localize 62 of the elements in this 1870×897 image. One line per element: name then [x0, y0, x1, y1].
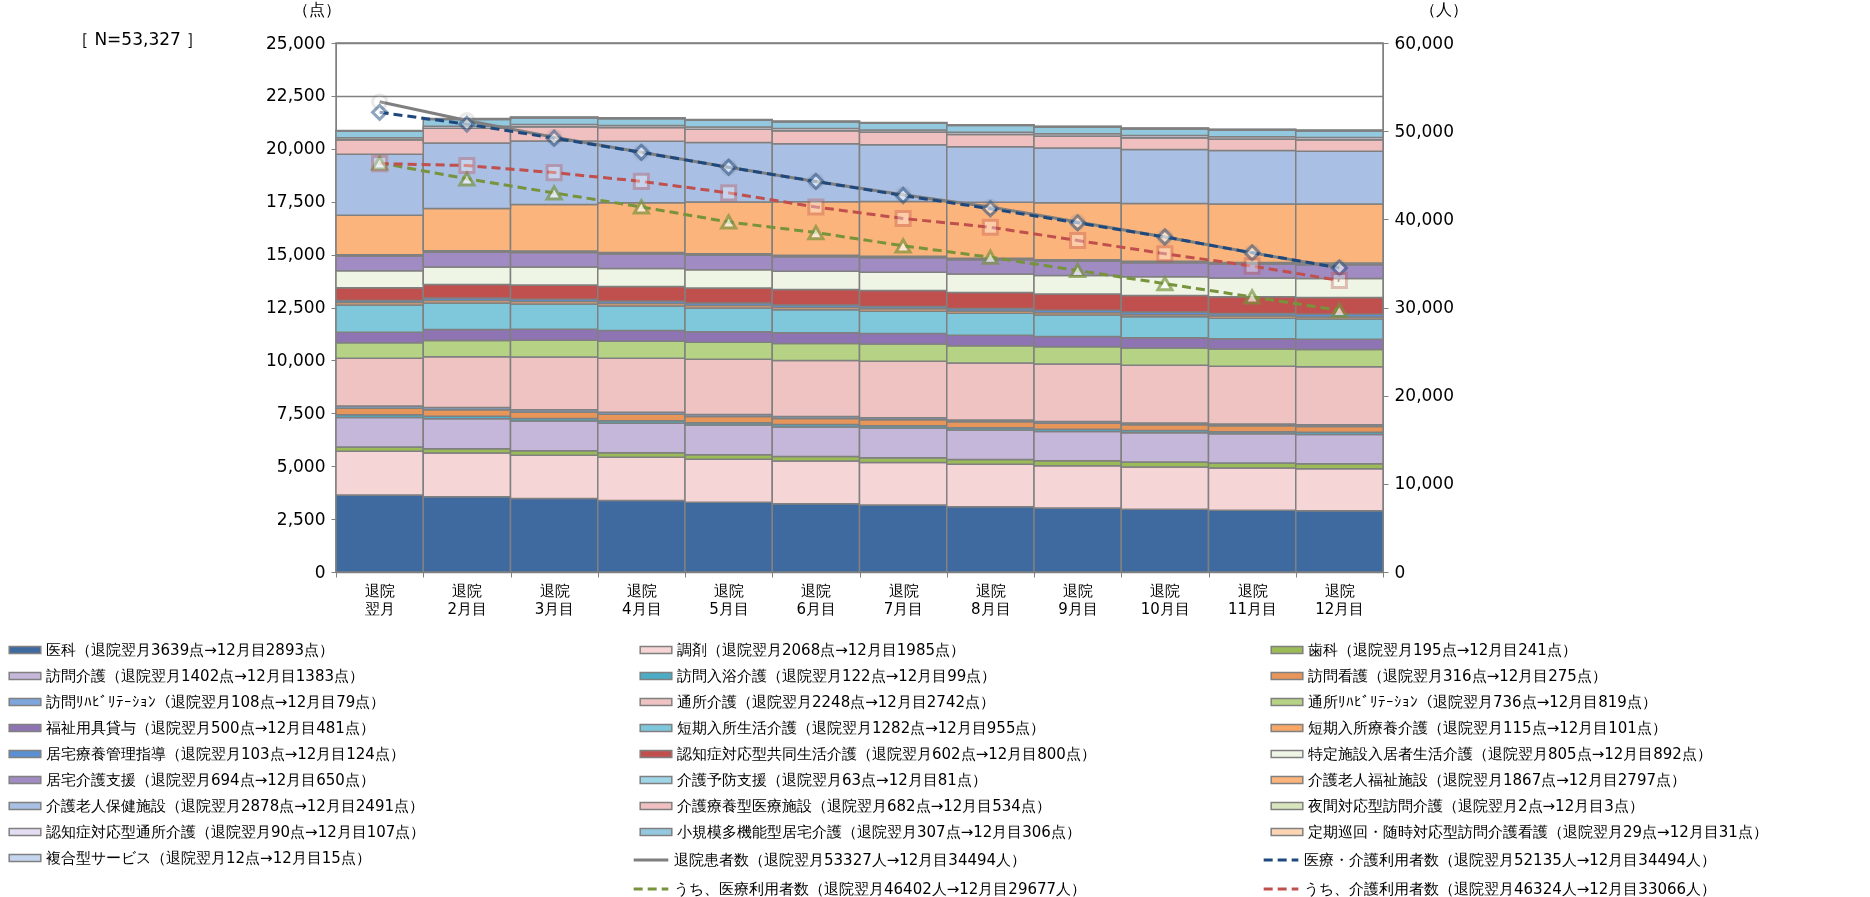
y2-tick-label: 30,000: [1394, 297, 1454, 317]
legend-label: うち、介護利用者数（退院翌月46324人→12月目33066人）: [1304, 880, 1717, 897]
y2-axis-title: （人）: [1419, 0, 1468, 19]
y2-tick-label: 10,000: [1394, 473, 1454, 494]
legend-label: 介護老人保健施設（退院翌月2878点→12月目2491点）: [46, 797, 425, 815]
y2-tick-label: 0: [1394, 561, 1406, 582]
y-tick-label: 5,000: [276, 455, 326, 476]
legend-label: 特定施設入居者生活介護（退院翌月805点→12月目892点）: [1308, 745, 1712, 763]
legend-label: うち、医療利用者数（退院翌月46402人→12月目29677人）: [674, 880, 1087, 897]
legend-label: 短期入所生活介護（退院翌月1282点→12月目955点）: [677, 719, 1046, 737]
legend-label: 定期巡回・随時対応型訪問介護看護（退院翌月29点→12月目31点）: [1308, 823, 1768, 841]
legend-label: 居宅療養管理指導（退院翌月103点→12月目124点）: [46, 745, 405, 763]
x-tick-label: 退院2月目: [447, 581, 488, 618]
legend-label: 訪問ﾘﾊﾋﾞﾘﾃｰｼｮﾝ（退院翌月108点→12月目79点）: [46, 693, 386, 711]
x-tick-label: 退院6月目: [796, 581, 837, 618]
y-tick-label: 12,500: [266, 297, 326, 317]
legend-label: 福祉用具貸与（退院翌月500点→12月目481点）: [46, 719, 375, 737]
legend-label: 認知症対応型共同生活介護（退院翌月602点→12月目800点）: [677, 745, 1096, 763]
y2-tick-label: 50,000: [1394, 120, 1454, 141]
legend-label: 介護療養型医療施設（退院翌月682点→12月目534点）: [677, 797, 1051, 815]
x-tick-label: 退院10月目: [1140, 581, 1190, 618]
legend-label: 夜間対応型訪問介護（退院翌月2点→12月目3点）: [1308, 797, 1644, 815]
x-tick-label: 退院11月目: [1228, 581, 1278, 618]
legend-label: 短期入所療養介護（退院翌月115点→12月目101点）: [1308, 719, 1667, 737]
y-tick-label: 25,000: [266, 32, 326, 53]
y2-tick-label: 40,000: [1394, 208, 1454, 229]
y-tick-label: 10,000: [266, 349, 326, 370]
legend-label: 訪問看護（退院翌月316点→12月目275点）: [1308, 667, 1607, 685]
y2-tick-label: 20,000: [1394, 385, 1454, 406]
x-tick-label: 退院12月目: [1315, 581, 1365, 618]
y-axis-title: （点）: [292, 0, 341, 19]
legend-label: 通所介護（退院翌月2248点→12月目2742点）: [677, 693, 996, 711]
legend-label: 小規模多機能型居宅介護（退院翌月307点→12月目306点）: [677, 823, 1081, 841]
y-tick-label: 0: [314, 561, 326, 582]
y-tick-label: 22,500: [266, 85, 326, 106]
legend-label: 介護予防支援（退院翌月63点→12月目81点）: [677, 771, 987, 789]
legend-label: 介護老人福祉施設（退院翌月1867点→12月目2797点）: [1308, 771, 1687, 789]
x-tick-label: 退院3月目: [534, 581, 575, 618]
text: ［ N=53,327 ］: [72, 28, 204, 51]
x-tick-label: 退院7月目: [883, 581, 924, 618]
x-tick-label: 退院8月目: [971, 581, 1011, 618]
legend-label: 複合型サービス（退院翌月12点→12月目15点）: [46, 849, 371, 867]
legend-label: 医科（退院翌月3639点→12月目2893点）: [46, 641, 335, 659]
legend-label: 訪問入浴介護（退院翌月122点→12月目99点）: [677, 667, 997, 685]
legend-label: 歯科（退院翌月195点→12月目241点）: [1308, 641, 1577, 659]
y2-tick-label: 60,000: [1394, 32, 1454, 53]
x-tick-label: 退院4月目: [622, 581, 662, 618]
y-tick-label: 15,000: [266, 244, 326, 265]
legend-label: 通所ﾘﾊﾋﾞﾘﾃｰｼｮﾝ（退院翌月736点→12月目819点）: [1308, 693, 1657, 711]
y-tick-label: 20,000: [266, 138, 326, 159]
legend-label: 居宅介護支援（退院翌月694点→12月目650点）: [46, 771, 375, 789]
legend-label: 認知症対応型通所介護（退院翌月90点→12月目107点）: [46, 823, 426, 841]
y-tick-label: 2,500: [276, 508, 326, 529]
legend-label: 医療・介護利用者数（退院翌月52135人→12月目34494人）: [1304, 851, 1717, 869]
x-tick-label: 退院5月目: [709, 581, 749, 618]
x-tick-label: 退院翌月: [365, 581, 396, 618]
y-tick-label: 7,500: [276, 402, 326, 423]
legend-label: 調剤（退院翌月2068点→12月目1985点）: [677, 641, 966, 659]
y-tick-label: 17,500: [266, 191, 326, 212]
legend-label: 訪問介護（退院翌月1402点→12月目1383点）: [46, 667, 365, 685]
legend-label: 退院患者数（退院翌月53327人→12月目34494人）: [674, 851, 1027, 869]
x-tick-label: 退院9月目: [1058, 581, 1098, 618]
